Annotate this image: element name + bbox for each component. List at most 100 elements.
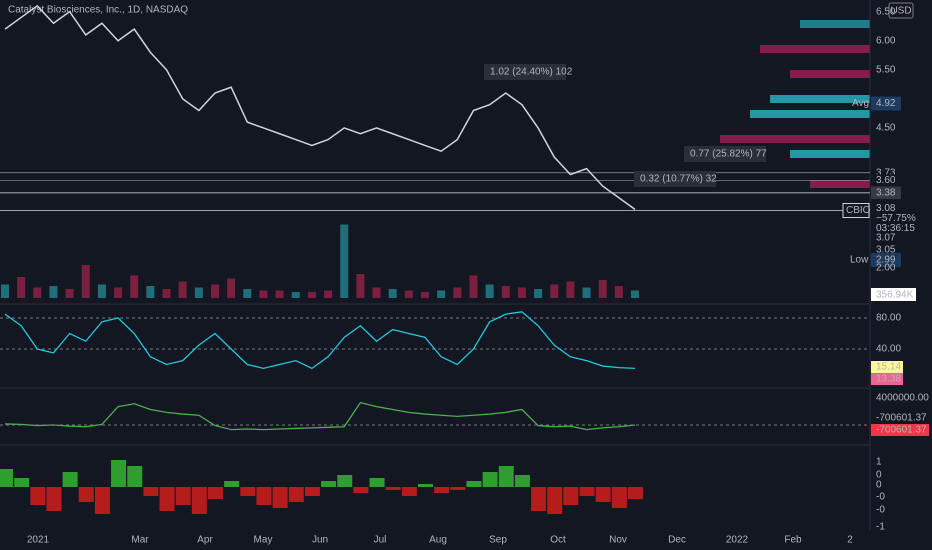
hist-bar bbox=[353, 487, 369, 493]
hist-bar bbox=[611, 487, 627, 508]
hist-bar bbox=[418, 484, 433, 487]
volume-bar bbox=[65, 289, 74, 298]
volume-bar bbox=[259, 290, 268, 298]
volume-bar bbox=[275, 290, 284, 298]
symbol-badge bbox=[842, 203, 870, 219]
y-tick-label: 6.50 bbox=[876, 6, 896, 17]
x-tick-label: 2022 bbox=[726, 535, 749, 546]
price-label: 3.07 bbox=[876, 233, 896, 244]
low-badge bbox=[871, 253, 901, 267]
x-tick-label: Apr bbox=[197, 535, 213, 546]
countdown: 03:36:15 bbox=[876, 223, 915, 234]
price-badge bbox=[871, 187, 901, 200]
hist-bar bbox=[240, 487, 256, 496]
volume-bar bbox=[372, 287, 381, 298]
volume-bar bbox=[566, 281, 575, 298]
hist-bar bbox=[547, 487, 563, 514]
y-tick-label: 4000000.00 bbox=[876, 393, 929, 404]
x-tick-label: May bbox=[254, 535, 273, 546]
volume-bar bbox=[211, 284, 219, 298]
avg-badge bbox=[871, 96, 901, 111]
avg-name: Avg bbox=[852, 98, 869, 109]
volume-bar bbox=[614, 286, 623, 298]
d-badge bbox=[871, 373, 903, 385]
price-label: 3.05 bbox=[876, 245, 896, 256]
volume-bar bbox=[130, 275, 139, 298]
volume-bar bbox=[340, 224, 349, 298]
volume-bar bbox=[501, 286, 510, 298]
x-tick-label: Aug bbox=[429, 535, 447, 546]
hist-bar bbox=[482, 472, 498, 487]
volume-bar bbox=[437, 290, 446, 298]
volume-bar bbox=[324, 290, 333, 298]
chart-title: Catalyst Biosciences, Inc., 1D, NASDAQ bbox=[8, 5, 188, 16]
avg-label: 4.92 bbox=[876, 98, 896, 109]
volume-bar bbox=[146, 286, 155, 298]
flow-badge bbox=[871, 424, 929, 436]
stoch-line bbox=[4, 311, 636, 370]
last-label: 3.08 bbox=[876, 203, 896, 214]
y-tick-label: 0 bbox=[876, 470, 882, 481]
hist-bar bbox=[111, 460, 127, 487]
hist-bar bbox=[401, 487, 417, 496]
y-tick-label: 0 bbox=[876, 480, 882, 491]
hist-bar bbox=[579, 487, 595, 496]
price-badge bbox=[871, 174, 901, 187]
volume-bar bbox=[485, 284, 494, 298]
volume-badge bbox=[871, 288, 916, 301]
volume-bar bbox=[178, 281, 187, 298]
volume-bar bbox=[598, 280, 607, 298]
change: −57.75% bbox=[876, 213, 916, 224]
price-label: 3.73 bbox=[876, 167, 896, 178]
x-tick-label: Dec bbox=[668, 535, 686, 546]
flow-label: -700601.37 bbox=[876, 413, 927, 424]
volume-bar bbox=[1, 284, 9, 298]
y-tick-label: -0 bbox=[876, 505, 885, 516]
volume-bar bbox=[33, 287, 42, 298]
hist-bar bbox=[321, 481, 337, 487]
hist-bar bbox=[46, 487, 62, 511]
measure-box bbox=[634, 171, 716, 187]
volume-profile bbox=[720, 20, 870, 188]
measure-label: 0.77 (25.82%) 77 bbox=[690, 149, 767, 160]
volume-bar bbox=[81, 265, 90, 298]
price-label: 3.38 bbox=[876, 188, 896, 199]
flow-line bbox=[4, 401, 636, 431]
measure-label: 1.02 (24.40%) 102 bbox=[490, 67, 573, 78]
volume-bar bbox=[356, 274, 365, 298]
hist-bar bbox=[0, 469, 13, 487]
volume-bar bbox=[97, 284, 106, 298]
x-tick-label: Mar bbox=[131, 535, 149, 546]
volume-bar bbox=[582, 287, 591, 298]
hist-bar bbox=[78, 487, 94, 502]
price-line-series bbox=[4, 4, 636, 210]
currency-box bbox=[888, 2, 914, 19]
volume-bar bbox=[227, 278, 236, 298]
hist-bar bbox=[62, 472, 78, 487]
volume-bar bbox=[194, 287, 203, 298]
measure-label: 0.32 (10.77%) 32 bbox=[640, 174, 717, 185]
hist-bar bbox=[94, 487, 110, 514]
y-tick-label: -0 bbox=[876, 492, 885, 503]
y-tick-label: 40.00 bbox=[876, 344, 901, 355]
hist-bar bbox=[175, 487, 191, 505]
x-tick-label: Nov bbox=[609, 535, 627, 546]
price-label: 3.60 bbox=[876, 175, 896, 186]
x-tick-label: Feb bbox=[784, 535, 802, 546]
low-label: 2.99 bbox=[876, 255, 896, 266]
hist-bar bbox=[337, 475, 353, 487]
hist-bar bbox=[466, 481, 482, 487]
hist-bar bbox=[14, 478, 30, 487]
x-tick-label: Jun bbox=[312, 535, 328, 546]
currency: USD bbox=[890, 6, 911, 17]
hist-bar bbox=[369, 478, 385, 487]
y-tick-label: 4.50 bbox=[876, 123, 896, 134]
hist-bar bbox=[159, 487, 175, 511]
volume-bar bbox=[453, 287, 462, 298]
k-badge bbox=[871, 361, 903, 373]
y-tick-label: -1 bbox=[876, 522, 885, 533]
hist-bar bbox=[288, 487, 304, 502]
hist-bar bbox=[531, 487, 547, 511]
x-tick-label: 2 bbox=[847, 535, 853, 546]
